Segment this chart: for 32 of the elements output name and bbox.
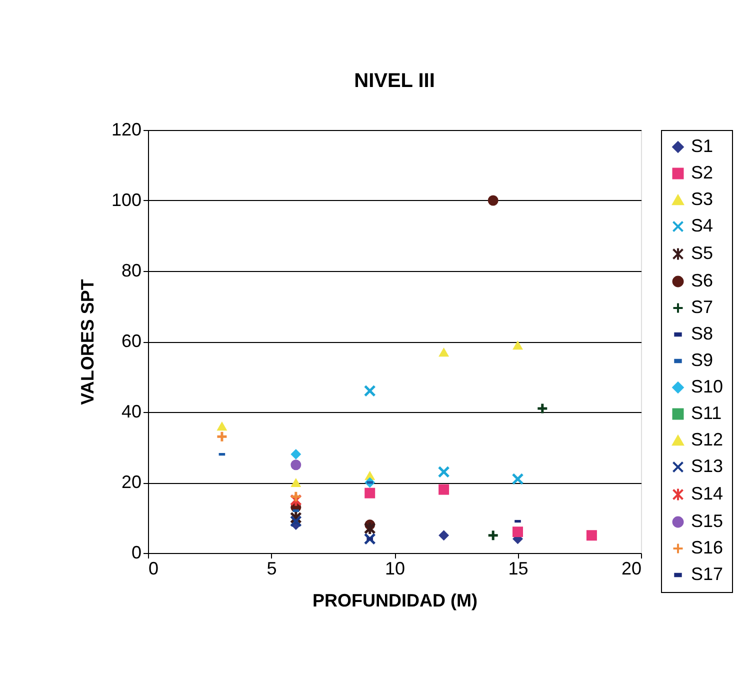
y-tick-label: 120 — [111, 120, 142, 140]
x-tick-label: 15 — [508, 558, 528, 578]
legend-label: S4 — [691, 216, 714, 236]
legend-label: S9 — [691, 350, 714, 370]
y-tick-label: 100 — [111, 190, 142, 210]
x-axis-title: PROFUNDIDAD (M) — [312, 590, 478, 610]
legend-label: S1 — [691, 136, 714, 156]
legend-label: S5 — [691, 243, 714, 263]
legend-label: S14 — [691, 484, 724, 504]
y-tick-label: 0 — [131, 542, 142, 562]
legend-label: S17 — [691, 564, 724, 584]
legend-label: S12 — [691, 430, 724, 450]
legend-label: S10 — [691, 376, 724, 396]
y-tick-label: 60 — [121, 331, 142, 351]
x-tick-label: 10 — [384, 558, 406, 578]
y-axis-title: VALORES SPT — [77, 279, 98, 405]
chart-title: NIVEL III — [354, 70, 435, 92]
legend-label: S2 — [691, 162, 714, 182]
legend-label: S16 — [691, 538, 724, 558]
y-tick-label: 40 — [121, 402, 142, 422]
x-tick-label: 20 — [621, 558, 642, 578]
legend-label: S15 — [691, 511, 724, 531]
y-tick-label: 20 — [121, 472, 142, 492]
legend-label: S7 — [691, 297, 714, 317]
legend-label: S11 — [691, 403, 722, 423]
legend-label: S3 — [691, 189, 714, 209]
legend-label: S8 — [691, 324, 714, 344]
legend-label: S13 — [691, 456, 724, 476]
y-tick-label: 80 — [121, 260, 142, 280]
legend-label: S6 — [691, 270, 714, 290]
x-tick-label: 0 — [148, 558, 159, 578]
x-tick-label: 5 — [266, 558, 277, 578]
